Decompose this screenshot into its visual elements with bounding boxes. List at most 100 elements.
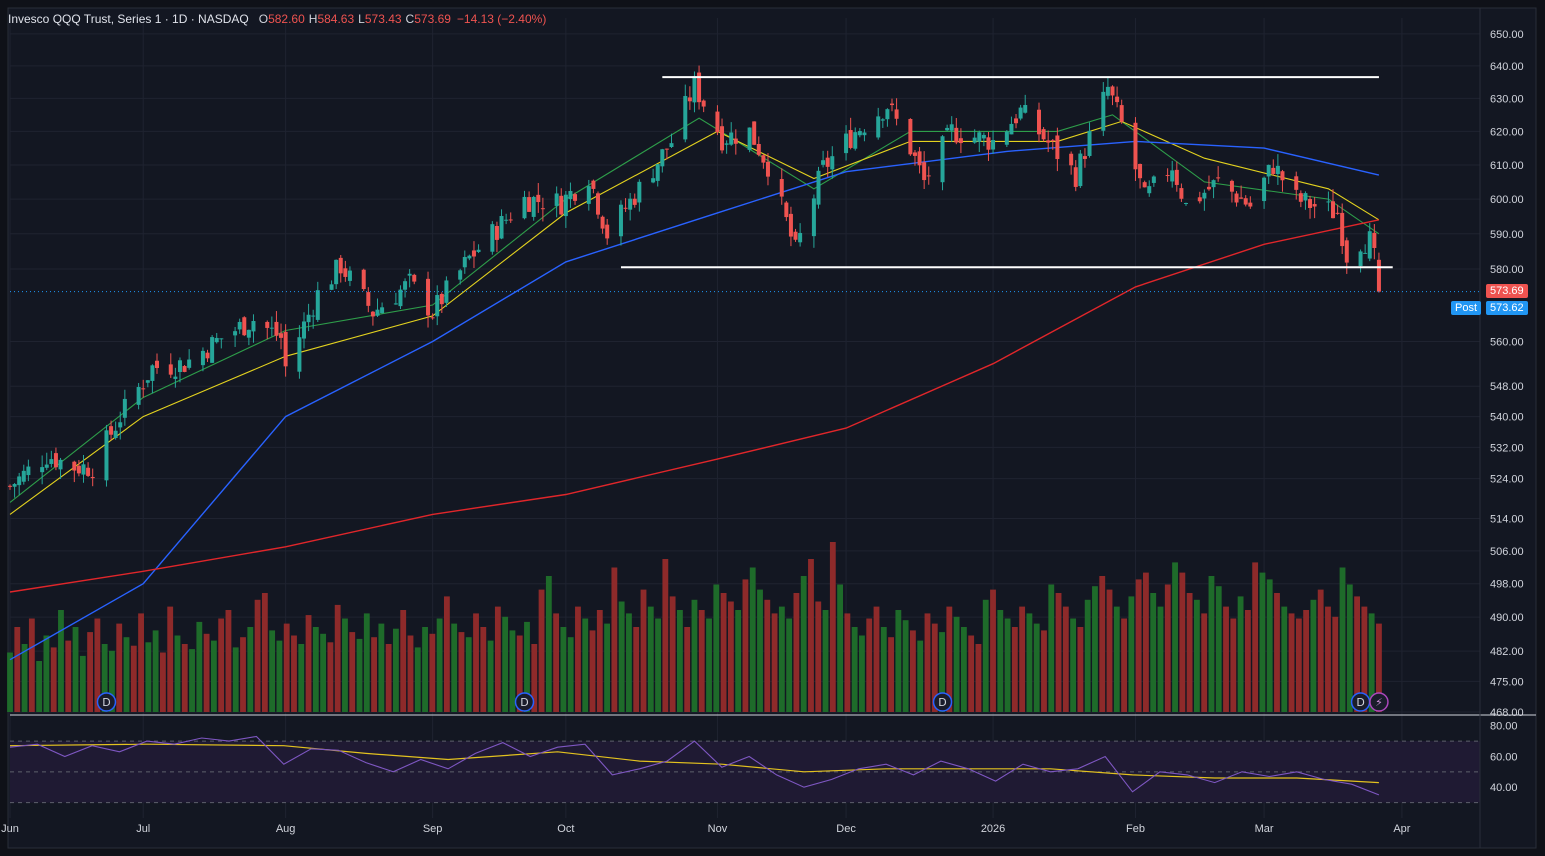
candle [651, 168, 656, 184]
candle [664, 148, 669, 160]
volume-bar [618, 601, 625, 712]
volume-bar [582, 618, 589, 712]
candle-body [1239, 197, 1244, 199]
volume-bar [152, 630, 159, 712]
candle-body [494, 225, 499, 240]
candle-body [499, 216, 504, 239]
post-market-price-tag: 573.62 [1486, 301, 1528, 315]
volume-bar [334, 604, 341, 712]
volume-bar [866, 618, 873, 712]
candle-body [219, 338, 224, 340]
candle [122, 389, 127, 426]
candle [1082, 148, 1087, 168]
candle [591, 179, 596, 194]
volume-bar [910, 630, 916, 712]
volume-bar [414, 647, 421, 712]
dividend-icon[interactable] [932, 692, 953, 712]
dividend-marker[interactable]: D [1350, 692, 1371, 712]
candle [876, 107, 881, 140]
candle-body [347, 270, 352, 281]
candle-body [182, 366, 187, 372]
volume-bar [1077, 627, 1084, 712]
candle-body [214, 337, 219, 343]
candle [1151, 175, 1156, 187]
flash-icon[interactable] [1369, 692, 1389, 712]
volume-bar [1376, 623, 1382, 712]
candle-body [44, 464, 49, 468]
candle-body [200, 350, 205, 366]
candle [1239, 185, 1244, 199]
candle [637, 179, 642, 212]
candle-body [729, 132, 734, 145]
candle-body [76, 465, 81, 474]
candle-body [784, 202, 789, 218]
volume-bar [443, 596, 450, 712]
symbol-title[interactable]: Invesco QQQ Trust, Series 1 · 1D · NASDA… [8, 12, 249, 26]
event-markers[interactable]: D D D D ⚡ [96, 692, 1389, 712]
candle-body [242, 317, 247, 336]
candle [958, 128, 963, 154]
candle [1009, 116, 1014, 135]
candle [733, 129, 738, 155]
dividend-marker[interactable]: D [932, 692, 953, 712]
candle [104, 424, 109, 487]
dividend-marker[interactable]: D [514, 692, 535, 712]
candle-body [205, 352, 210, 359]
candle [476, 244, 481, 254]
volume-bar [1354, 596, 1361, 712]
volume-bar [327, 642, 334, 712]
candle [788, 206, 793, 247]
candle-body [1298, 193, 1303, 202]
volume-bar [298, 644, 305, 712]
volume-bar [516, 635, 523, 712]
volume-bar [931, 623, 938, 712]
candle-body [109, 426, 114, 435]
candle [1271, 159, 1276, 176]
candle-body [40, 467, 45, 473]
volume-bar [713, 584, 720, 712]
candle-body [426, 278, 431, 316]
dividend-marker[interactable]: D [96, 692, 117, 712]
volume-bar [1368, 613, 1375, 712]
volume-bar [611, 567, 618, 712]
close-label: C [405, 12, 415, 26]
candle-body [1041, 129, 1046, 140]
candle [1046, 130, 1051, 153]
candle [1069, 151, 1074, 175]
candle [343, 260, 348, 282]
candle-body [1184, 202, 1188, 204]
candle-body [1138, 163, 1143, 179]
candle-body [1216, 177, 1221, 179]
open-value: 582.60 [268, 12, 305, 26]
volume-bar [1317, 589, 1324, 712]
candle [426, 271, 431, 328]
candle-body [1308, 199, 1313, 208]
dividend-icon[interactable] [514, 692, 535, 712]
volume-bar [1070, 618, 1077, 712]
volume-bar [924, 613, 931, 712]
dividend-icon[interactable] [96, 692, 117, 712]
price-axis-label: 475.00 [1490, 676, 1524, 688]
price-axis-label: 468.00 [1490, 707, 1524, 719]
candle [825, 150, 830, 177]
volume-bar [232, 647, 239, 712]
candle-body [798, 232, 803, 243]
candle-body [825, 157, 830, 167]
volume-bar [895, 610, 902, 712]
candle-body [949, 124, 954, 131]
candle [697, 65, 702, 110]
support-resistance-lines[interactable] [620, 76, 1393, 269]
candle-body [1004, 131, 1009, 145]
volume-bar [72, 627, 79, 712]
post-market-label[interactable]: Post [1451, 301, 1482, 315]
candle-body [311, 315, 316, 317]
event-flash-marker[interactable]: ⚡ [1369, 692, 1389, 712]
candle [53, 447, 58, 471]
candle [779, 168, 784, 205]
candle-body [917, 151, 922, 166]
candle [655, 164, 660, 187]
candle [1119, 99, 1124, 124]
volume-bar [210, 640, 217, 712]
